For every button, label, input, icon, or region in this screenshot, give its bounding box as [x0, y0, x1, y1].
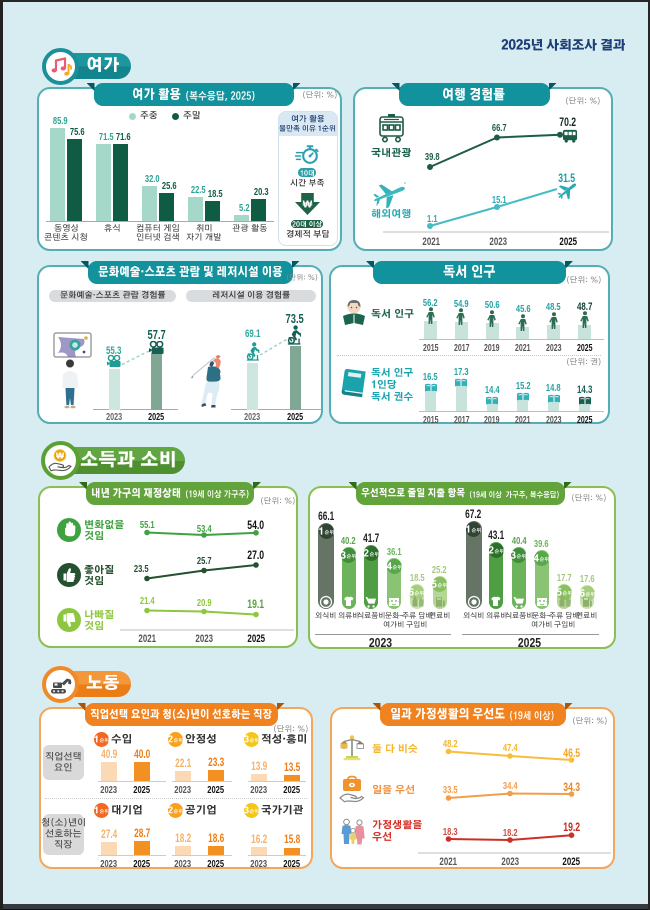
svg-text:₩: ₩ [56, 450, 65, 460]
svg-text:₩: ₩ [303, 200, 313, 211]
